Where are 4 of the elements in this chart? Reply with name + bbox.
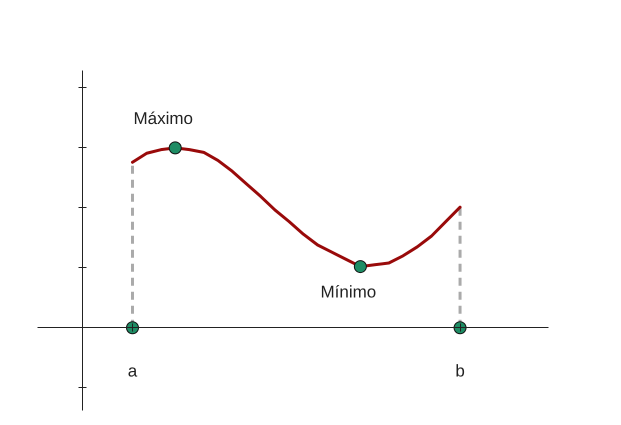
annotation: Mínimo (320, 282, 376, 302)
annotation: Máximo (133, 108, 193, 128)
x-tick-label: a (128, 362, 138, 381)
x-tick-label: b (455, 362, 465, 381)
